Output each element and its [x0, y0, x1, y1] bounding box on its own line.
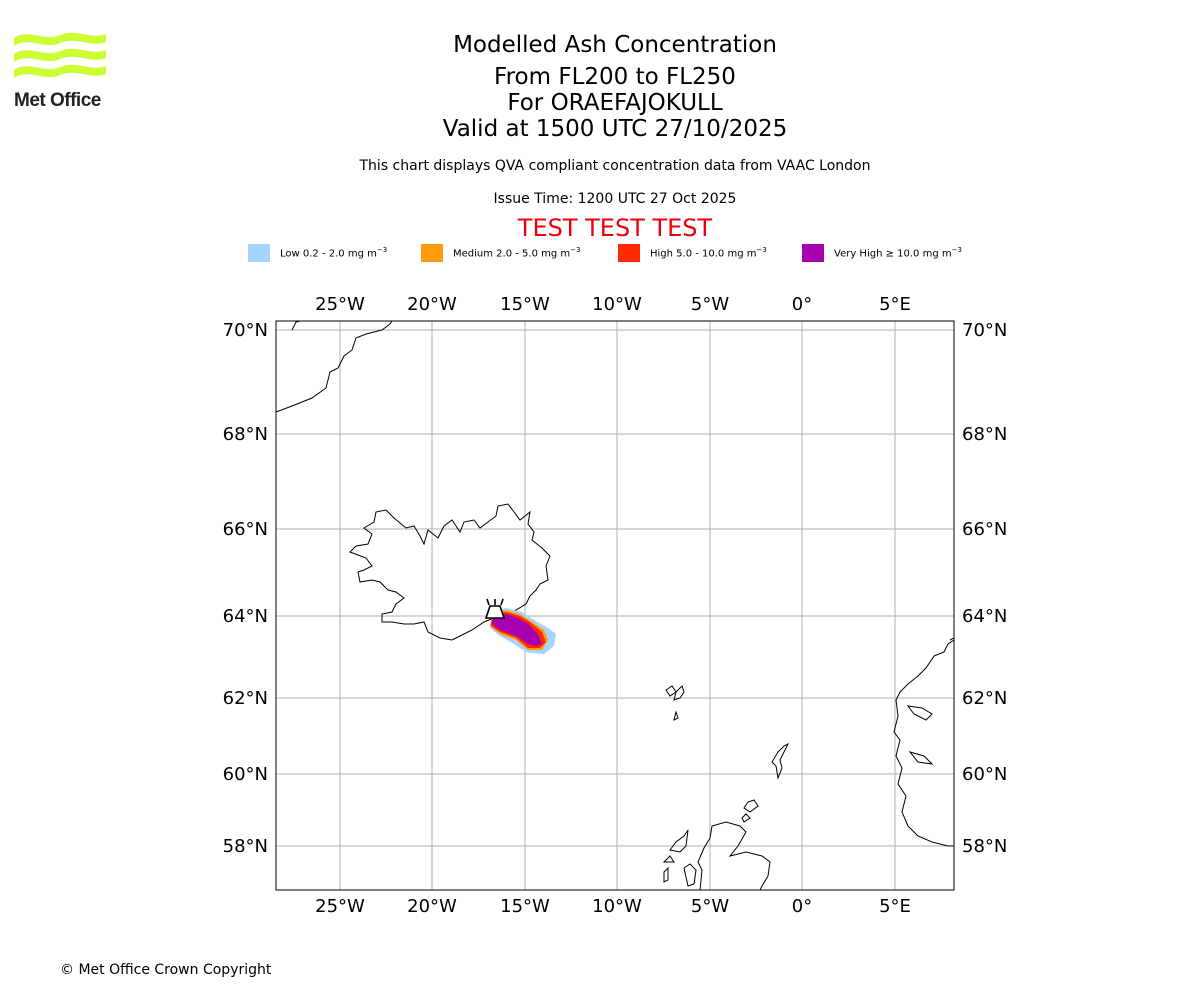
lon-label-bottom: 5°W [691, 896, 729, 917]
coastlines [276, 321, 954, 890]
latitude-labels-right: 70°N 68°N 66°N 64°N 62°N 60°N 58°N [962, 320, 1007, 857]
lat-label-left: 62°N [223, 688, 268, 709]
legend-exponent-low: −3 [376, 246, 388, 255]
faroe-islands-coast [665, 685, 677, 697]
legend-swatch-low [248, 244, 270, 262]
lat-label-right: 68°N [962, 424, 1007, 445]
logo-wordmark: Met Office [14, 90, 101, 111]
met-office-logo: Met Office [14, 30, 106, 112]
norway-coast [893, 639, 954, 847]
legend-item-medium: Medium 2.0 - 5.0 mg m−3 [421, 244, 580, 262]
map-gridlines [276, 321, 954, 890]
longitude-labels-bottom: 25°W 20°W 15°W 10°W 5°W 0° 5°E [315, 896, 911, 917]
ash-very-high-area [492, 614, 542, 646]
lon-label-bottom: 0° [792, 896, 812, 917]
lat-label-left: 58°N [223, 836, 268, 857]
chart-title: Modelled Ash Concentration [453, 32, 777, 58]
scotland-coast [697, 821, 771, 890]
copyright-notice: © Met Office Crown Copyright [60, 962, 272, 978]
lat-label-left: 70°N [223, 320, 268, 341]
lat-label-left: 66°N [223, 519, 268, 540]
lon-label-top: 15°W [500, 294, 550, 315]
lon-label-top: 10°W [592, 294, 642, 315]
flight-level-range: From FL200 to FL250 [494, 64, 736, 90]
lon-label-bottom: 25°W [315, 896, 365, 917]
legend-label-medium: Medium 2.0 - 5.0 mg m [453, 248, 571, 260]
lon-label-bottom: 5°E [879, 896, 911, 917]
lon-label-top: 0° [792, 294, 812, 315]
lat-label-right: 66°N [962, 519, 1007, 540]
lon-label-top: 20°W [407, 294, 457, 315]
legend-label-low: Low 0.2 - 2.0 mg m [280, 248, 377, 260]
legend-item-low: Low 0.2 - 2.0 mg m−3 [248, 244, 387, 262]
lon-label-top: 5°E [879, 294, 911, 315]
greenland-coast [276, 321, 393, 413]
lon-label-bottom: 20°W [407, 896, 457, 917]
legend-exponent-very-high: −3 [951, 246, 962, 255]
lon-label-bottom: 15°W [500, 896, 550, 917]
lat-label-right: 58°N [962, 836, 1007, 857]
legend-swatch-medium [421, 244, 443, 262]
lat-label-left: 60°N [223, 764, 268, 785]
volcano-icon [484, 598, 506, 619]
test-banner: TEST TEST TEST [517, 214, 713, 242]
legend-swatch-very-high [802, 244, 824, 262]
latitude-labels-left: 70°N 68°N 66°N 64°N 62°N 60°N 58°N [223, 320, 268, 857]
lat-label-left: 68°N [223, 424, 268, 445]
map-frame [275, 320, 955, 891]
map-content [276, 321, 954, 890]
longitude-labels-top: 25°W 20°W 15°W 10°W 5°W 0° 5°E [315, 294, 911, 315]
legend-exponent-high: −3 [756, 246, 767, 255]
valid-time: Valid at 1500 UTC 27/10/2025 [442, 116, 788, 142]
legend-item-very-high: Very High ≥ 10.0 mg m−3 [802, 244, 962, 262]
shetland-coast [771, 742, 790, 780]
volcano-name: For ORAEFAJOKULL [507, 90, 723, 116]
lon-label-top: 25°W [315, 294, 365, 315]
qva-subtitle: This chart displays QVA compliant concen… [359, 158, 871, 174]
lon-label-top: 5°W [691, 294, 729, 315]
lon-label-bottom: 10°W [592, 896, 642, 917]
legend-item-high: High 5.0 - 10.0 mg m−3 [618, 244, 767, 262]
lat-label-right: 62°N [962, 688, 1007, 709]
ash-cloud [490, 608, 556, 654]
legend-label-very-high: Very High ≥ 10.0 mg m [834, 248, 952, 260]
lat-label-right: 60°N [962, 764, 1007, 785]
issue-time: Issue Time: 1200 UTC 27 Oct 2025 [493, 191, 737, 207]
legend-swatch-high [618, 244, 640, 262]
legend-exponent-medium: −3 [570, 246, 581, 255]
met-office-waves-icon [14, 32, 106, 78]
legend-label-high: High 5.0 - 10.0 mg m [650, 248, 757, 260]
lat-label-left: 64°N [223, 606, 268, 627]
lat-label-right: 64°N [962, 606, 1007, 627]
lat-label-right: 70°N [962, 320, 1007, 341]
